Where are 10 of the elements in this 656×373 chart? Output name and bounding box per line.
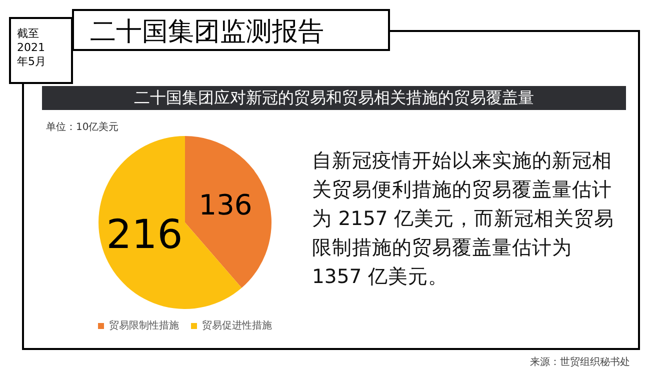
text: 截至 2021 年5月	[9, 17, 73, 84]
legend-label: 贸易限制性措施	[109, 320, 179, 332]
text: 二十国集团监测报告	[72, 9, 390, 51]
data-label: 216	[106, 212, 183, 258]
legend-label: 贸易促进性措施	[202, 320, 272, 332]
text: 二十国集团应对新冠的贸易和贸易相关措施的贸易覆盖量	[42, 86, 626, 110]
text: 自新冠疫情开始以来实施的新冠相关贸易便利措施的贸易覆盖量估计为 2157 亿美元，而新冠相关贸易限制措施的贸易覆盖量估计为 1357 亿美元。	[312, 148, 616, 290]
text: 单位：10亿美元	[46, 120, 119, 134]
data-label: 136	[198, 188, 252, 222]
source-note: 来源：世贸组织秘书处	[530, 356, 630, 369]
